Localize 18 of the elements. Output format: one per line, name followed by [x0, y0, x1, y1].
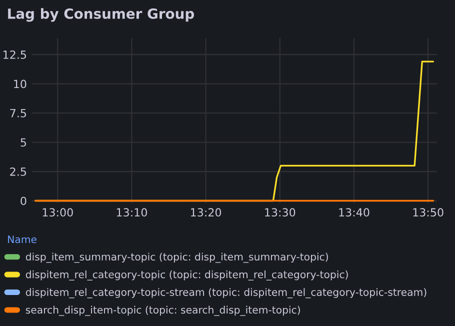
legend-label: search_disp_item-topic (topic: search_disp_item-topic)	[26, 306, 300, 316]
y-tick-label: 2.5	[10, 167, 26, 176]
x-tick-label: 13:30	[265, 208, 296, 217]
y-tick-label: 0	[20, 196, 26, 206]
chart-title: Lag by Consumer Group	[8, 8, 194, 22]
y-tick-label: 10	[14, 80, 26, 88]
x-tick-label: 13:50	[413, 208, 444, 217]
legend-label: dispitem_rel_category-topic (topic: dispitem_rel_category-topic)	[26, 270, 348, 281]
legend-title: Name	[8, 236, 36, 244]
y-tick-label: 5	[20, 138, 26, 147]
legend-label: dispitem_rel_category-topic-stream (topic: dispitem_rel_category-topic-stream)	[26, 288, 426, 298]
y-tick-label: 7.5	[10, 109, 26, 118]
x-tick-label: 13:00	[42, 208, 73, 217]
y-tick-label: 12.5	[3, 50, 26, 59]
x-tick-label: 13:20	[190, 208, 222, 217]
x-tick-label: 13:10	[116, 208, 148, 217]
legend-label: disp_item_summary-topic (topic: disp_item_summary-topic)	[26, 252, 328, 263]
x-tick-label: 13:40	[339, 208, 370, 217]
